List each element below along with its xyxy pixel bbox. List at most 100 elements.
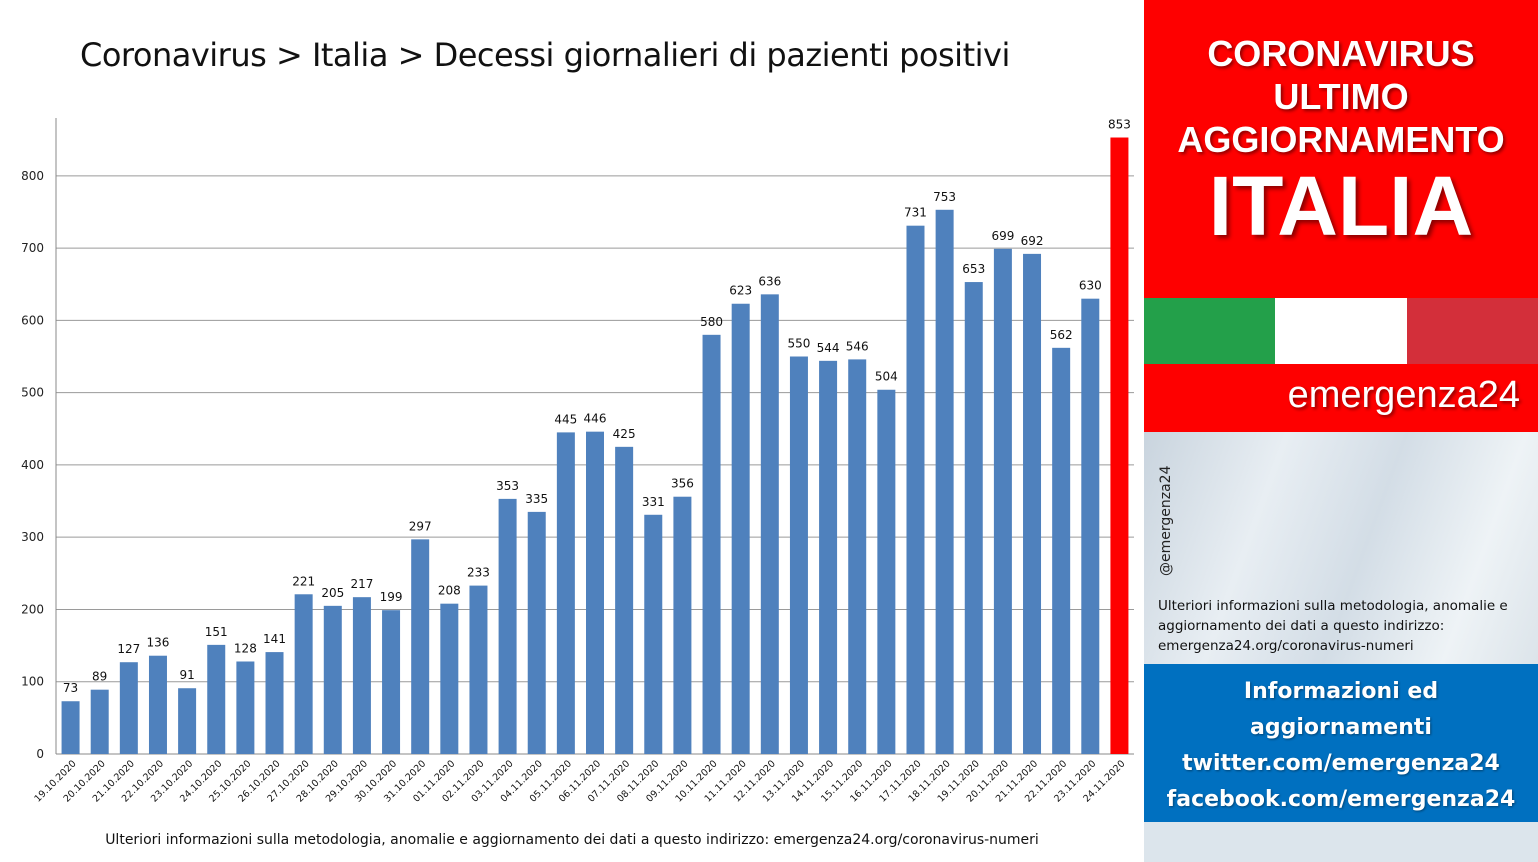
data-label: 445 xyxy=(554,412,577,426)
data-label: 141 xyxy=(263,632,286,646)
social-handle: @emergenza24 xyxy=(1146,458,1184,578)
data-label: 636 xyxy=(758,274,781,288)
bar xyxy=(848,359,867,754)
italian-flag-icon xyxy=(1144,298,1538,364)
page-title: Coronavirus > Italia > Decessi giornalie… xyxy=(80,36,1010,74)
bar xyxy=(411,539,430,754)
data-label: 562 xyxy=(1050,328,1073,342)
bar xyxy=(993,248,1012,754)
data-label: 753 xyxy=(933,190,956,204)
bar xyxy=(964,282,983,754)
flag-green-stripe xyxy=(1144,298,1276,364)
bar xyxy=(265,652,284,754)
data-label: 221 xyxy=(292,574,315,588)
data-label: 208 xyxy=(438,584,461,598)
bar xyxy=(527,511,546,754)
data-label: 623 xyxy=(729,284,752,298)
bar xyxy=(615,446,634,754)
y-tick-label: 200 xyxy=(21,602,44,616)
data-label: 356 xyxy=(671,477,694,491)
bar xyxy=(236,661,255,754)
data-label: 151 xyxy=(205,625,228,639)
bar xyxy=(90,689,109,754)
twitter-link[interactable]: twitter.com/emergenza24 xyxy=(1182,751,1500,776)
info-heading-line2: aggiornamenti xyxy=(1250,715,1432,740)
flag-red-stripe xyxy=(1406,298,1538,364)
bar xyxy=(819,360,838,754)
chart-panel: Coronavirus > Italia > Decessi giornalie… xyxy=(21,36,1134,848)
social-handle-text: @emergenza24 xyxy=(1158,465,1174,577)
data-label: 692 xyxy=(1021,234,1044,248)
bottom-strip xyxy=(1144,822,1538,862)
y-tick-label: 800 xyxy=(21,169,44,183)
update-header: CORONAVIRUS ULTIMO AGGIORNAMENTO ITALIA xyxy=(1144,0,1538,298)
data-label: 199 xyxy=(380,590,403,604)
data-label: 297 xyxy=(409,519,432,533)
bar xyxy=(498,498,517,754)
bar xyxy=(731,303,750,754)
header-line-aggiornamento: AGGIORNAMENTO xyxy=(1177,119,1505,160)
bar xyxy=(556,432,575,754)
data-label: 73 xyxy=(63,681,78,695)
facebook-link[interactable]: facebook.com/emergenza24 xyxy=(1166,787,1516,812)
y-tick-label: 500 xyxy=(21,386,44,400)
brand-name: emergenza24 xyxy=(1287,374,1520,416)
background-photo: @emergenza24 Ulteriori informazioni sull… xyxy=(1144,432,1538,664)
data-label: 353 xyxy=(496,479,519,493)
bar xyxy=(789,356,808,754)
data-label: 580 xyxy=(700,315,723,329)
bar xyxy=(877,389,896,754)
data-label: 446 xyxy=(584,412,607,426)
data-label: 731 xyxy=(904,206,927,220)
bar xyxy=(906,225,925,754)
bar-chart: 01002003004005006007008007319.10.2020892… xyxy=(21,118,1134,805)
data-label: 128 xyxy=(234,641,257,655)
bar xyxy=(294,594,313,754)
header-line-coronavirus: CORONAVIRUS xyxy=(1207,33,1475,74)
data-label: 504 xyxy=(875,370,898,384)
bar xyxy=(119,662,138,754)
bar xyxy=(1023,253,1042,754)
flag-white-stripe xyxy=(1275,298,1407,364)
data-label: 91 xyxy=(179,668,194,682)
bar xyxy=(702,334,721,754)
brand-bar: emergenza24 xyxy=(1144,364,1538,432)
data-label: 544 xyxy=(817,341,840,355)
y-tick-label: 600 xyxy=(21,313,44,327)
bar xyxy=(148,655,167,754)
bar xyxy=(440,603,459,754)
data-label: 546 xyxy=(846,339,869,353)
bar xyxy=(323,605,342,754)
data-label: 853 xyxy=(1108,118,1131,132)
data-label: 630 xyxy=(1079,279,1102,293)
data-label: 331 xyxy=(642,495,665,509)
y-tick-label: 0 xyxy=(36,747,44,761)
bar xyxy=(935,209,954,754)
bar xyxy=(352,597,371,754)
info-heading-line1: Informazioni ed xyxy=(1243,679,1439,704)
bar xyxy=(644,514,663,754)
social-links-box: Informazioni ed aggiornamenti twitter.co… xyxy=(1144,664,1538,822)
header-line-ultimo: ULTIMO xyxy=(1273,76,1409,117)
bar xyxy=(207,644,226,754)
y-tick-label: 700 xyxy=(21,241,44,255)
data-label: 217 xyxy=(350,577,373,591)
data-label: 233 xyxy=(467,566,490,580)
y-tick-label: 300 xyxy=(21,530,44,544)
data-label: 699 xyxy=(991,229,1014,243)
data-label: 127 xyxy=(117,642,140,656)
info-sidebar: CORONAVIRUS ULTIMO AGGIORNAMENTO ITALIA … xyxy=(1144,0,1538,862)
footnote: Ulteriori informazioni sulla metodologia… xyxy=(105,832,1039,848)
bar xyxy=(1110,137,1129,754)
bar xyxy=(382,610,401,754)
data-label: 425 xyxy=(613,427,636,441)
data-label: 136 xyxy=(147,636,170,650)
y-tick-label: 400 xyxy=(21,458,44,472)
bar xyxy=(1052,347,1071,754)
bar xyxy=(178,688,197,754)
bar xyxy=(469,585,488,754)
data-label: 653 xyxy=(962,262,985,276)
bar xyxy=(61,701,80,754)
data-label: 550 xyxy=(787,337,810,351)
bar xyxy=(673,496,692,754)
